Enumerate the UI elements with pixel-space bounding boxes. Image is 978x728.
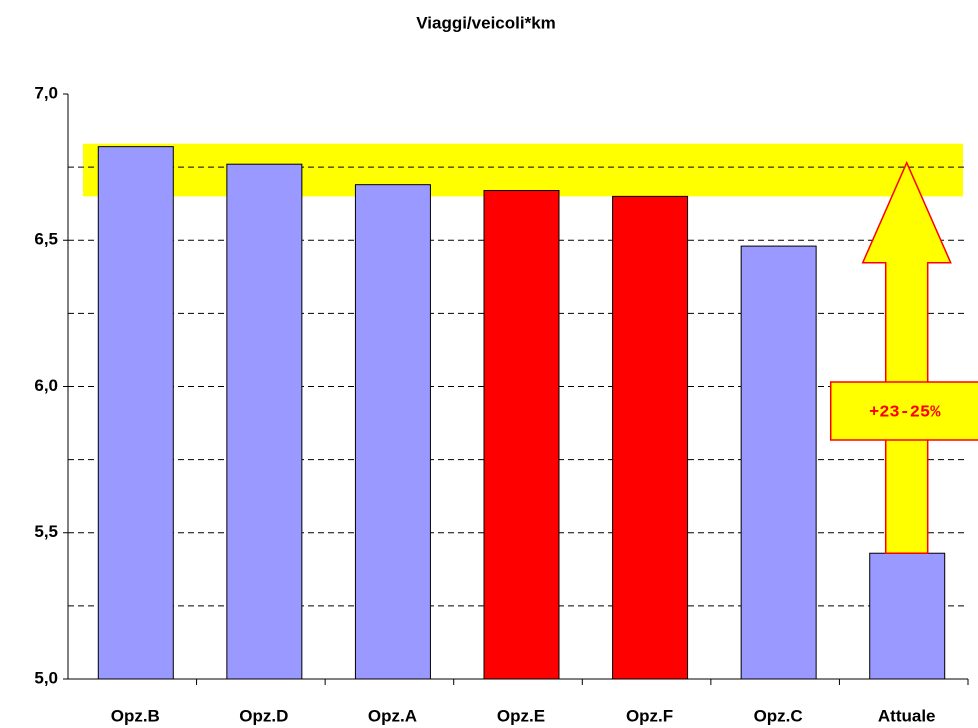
bar — [226, 163, 303, 680]
bar — [740, 245, 817, 680]
bar — [869, 552, 946, 680]
y-tick-label: 6,5 — [34, 230, 58, 249]
highlight-band — [83, 143, 963, 197]
x-tick-label: Opz.A — [368, 706, 417, 725]
arrow — [861, 160, 952, 554]
y-tick-label: 5,0 — [34, 668, 58, 687]
annotation: +23-25% — [869, 403, 941, 422]
x-tick-label: Opz.C — [754, 706, 803, 725]
y-tick-label: 5,5 — [34, 522, 58, 541]
annotation-box — [829, 381, 978, 441]
y-tick-label: 6,0 — [34, 376, 58, 395]
x-tick-label: Opz.B — [111, 706, 160, 725]
x-tick-label: Opz.F — [626, 706, 673, 725]
x-tick-label: Opz.E — [497, 706, 545, 725]
bar — [483, 190, 560, 680]
chart-title: Viaggi/veicoli*km — [416, 13, 556, 32]
bar — [354, 184, 431, 680]
x-tick-label: Attuale — [878, 706, 936, 725]
bar — [97, 146, 174, 680]
y-tick-label: 7,0 — [34, 83, 58, 102]
x-tick-label: Opz.D — [239, 706, 288, 725]
bar — [612, 195, 689, 680]
